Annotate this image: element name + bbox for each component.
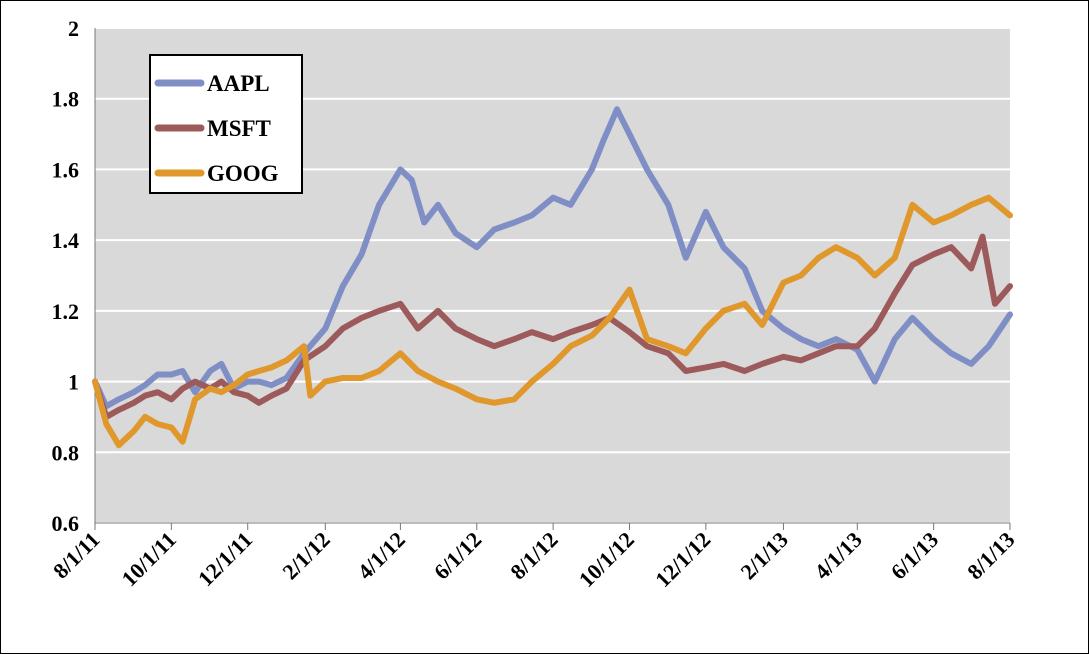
legend-label: GOOG [207,161,279,186]
x-tick-label: 10/1/12 [574,527,639,592]
x-tick-label: 4/1/13 [809,527,866,584]
x-tick-label: 12/1/12 [650,527,715,592]
x-tick-label: 12/1/11 [193,527,257,591]
x-tick-label: 8/1/12 [505,527,562,584]
y-tick-label: 0.8 [52,440,80,465]
x-tick-label: 6/1/13 [886,527,943,584]
x-tick-label: 4/1/12 [353,527,410,584]
legend-label: AAPL [207,71,270,96]
y-tick-label: 1.6 [52,157,80,182]
y-tick-label: 2 [68,16,79,41]
y-tick-label: 1.2 [52,299,80,324]
y-tick-label: 0.6 [52,511,80,536]
series-line-aapl [92,106,1013,410]
y-tick-label: 1 [68,370,79,395]
y-axis: 0.6 0.8 1 1.2 1.4 1.6 1.8 2 [52,16,96,536]
x-tick-label: 6/1/12 [429,527,486,584]
legend: AAPL MSFT GOOG [149,54,303,194]
x-tick-label: 2/1/12 [277,527,334,584]
x-axis: 8/1/11 10/1/11 12/1/11 2/1/12 4/1/12 6/1/12 8/… [48,522,1020,592]
legend-label: MSFT [207,116,271,141]
series-line-goog [92,194,1013,449]
x-tick-label: 10/1/11 [117,527,181,591]
series-lines [92,106,1013,449]
x-tick-label: 8/1/13 [962,527,1019,584]
y-tick-label: 1.4 [52,228,80,253]
x-tick-label: 2/1/13 [736,527,793,584]
y-tick-label: 1.8 [52,87,80,112]
